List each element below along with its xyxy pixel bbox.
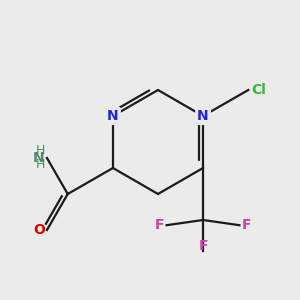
Text: H: H [36,145,46,158]
Text: F: F [242,218,251,232]
Text: H: H [36,158,46,172]
Text: F: F [198,239,208,253]
Text: Cl: Cl [251,83,266,97]
Text: N: N [32,151,44,165]
Text: N: N [197,109,209,123]
Text: N: N [107,109,119,123]
Text: F: F [155,218,165,232]
Text: O: O [33,223,45,237]
